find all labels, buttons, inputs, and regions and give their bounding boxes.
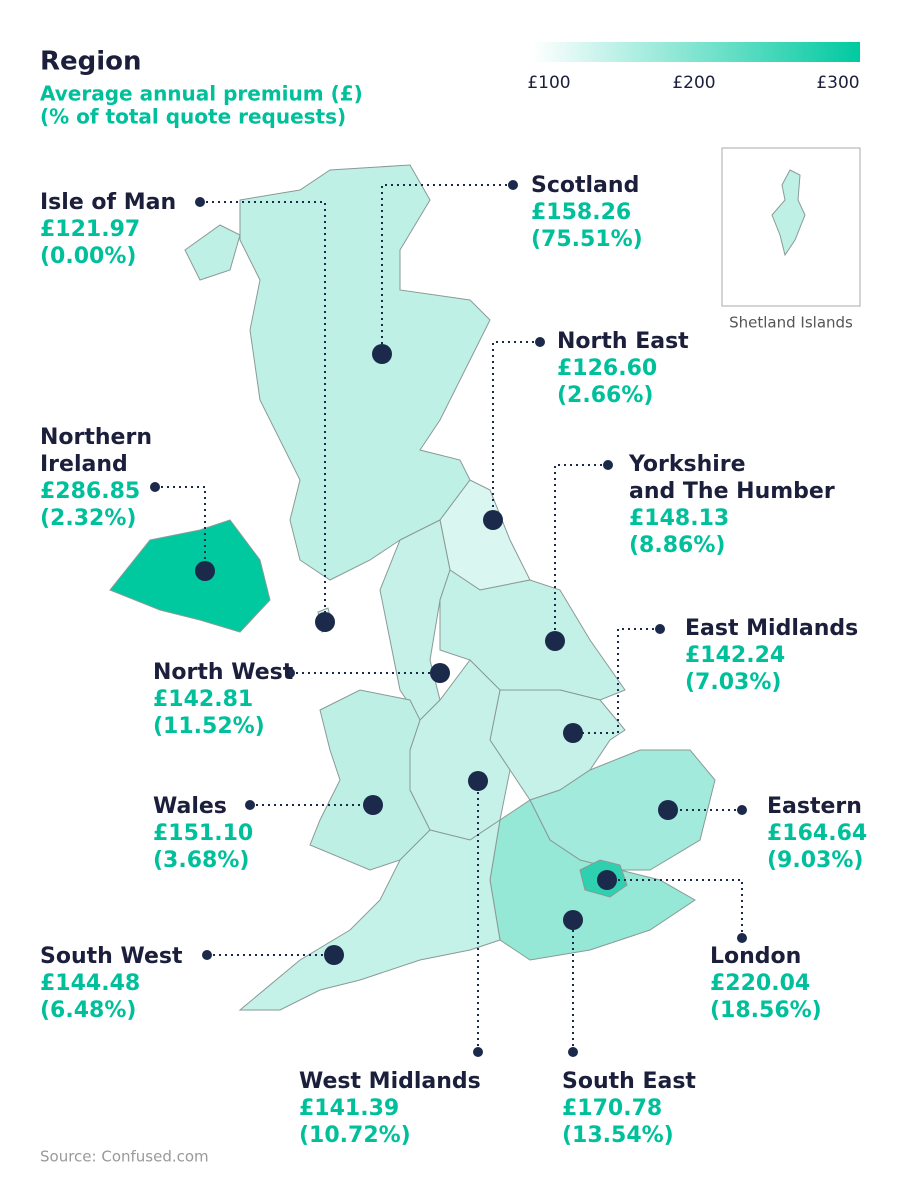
region-premium: £286.85 (40, 479, 140, 504)
region-share: (13.54%) (562, 1123, 674, 1148)
region-dot (372, 344, 392, 364)
region-name: Wales (153, 794, 227, 819)
region-name: North West (153, 660, 294, 685)
region-dot (545, 631, 565, 651)
region-name: South West (40, 944, 183, 969)
region-name: and The Humber (629, 479, 835, 504)
leader-dot (737, 805, 747, 815)
region-name: West Midlands (299, 1069, 481, 1094)
region-name: Scotland (531, 173, 639, 198)
dots (150, 180, 747, 1057)
subtitle: Average annual premium (£) (40, 82, 363, 106)
labels: Isle of Man£121.97(0.00%) Scotland£158.26… (40, 173, 867, 1148)
region-shape (184, 224, 241, 281)
region-share: (8.86%) (629, 533, 725, 558)
leader-dot (568, 1047, 578, 1057)
region-name: Northern (40, 425, 152, 450)
region-share: (18.56%) (710, 998, 822, 1023)
leader-dot (150, 482, 160, 492)
region-dot (363, 795, 383, 815)
region-shape (109, 519, 271, 633)
region-premium: £164.64 (767, 821, 867, 846)
leader-dot (195, 197, 205, 207)
region-share: (75.51%) (531, 227, 643, 252)
leader-dot (737, 933, 747, 943)
leader-dot (603, 460, 613, 470)
legend-gradient (532, 42, 860, 62)
region-premium: £220.04 (710, 971, 810, 996)
region-premium: £142.24 (685, 643, 785, 668)
inset-label: Shetland Islands (729, 314, 853, 332)
region-dot (430, 663, 450, 683)
region-name: Ireland (40, 452, 128, 477)
region-premium: £141.39 (299, 1096, 399, 1121)
region-share: (2.66%) (557, 383, 653, 408)
leader-dot (655, 624, 665, 634)
leader-dot (245, 800, 255, 810)
region-premium: £126.60 (557, 356, 657, 381)
region-premium: £121.97 (40, 217, 140, 242)
region-share: (10.72%) (299, 1123, 411, 1148)
subtitle: (% of total quote requests) (40, 105, 346, 129)
region-premium: £142.81 (153, 687, 253, 712)
region-dot (195, 561, 215, 581)
region-name: South East (562, 1069, 696, 1094)
region-premium: £148.13 (629, 506, 729, 531)
region-share: (11.52%) (153, 714, 265, 739)
region-name: Isle of Man (40, 190, 176, 215)
leader-dot (535, 337, 545, 347)
region-dot (597, 870, 617, 890)
region-dot (563, 723, 583, 743)
region-share: (3.68%) (153, 848, 249, 873)
leader-dot (473, 1047, 483, 1057)
region-dot (658, 800, 678, 820)
region-premium: £170.78 (562, 1096, 662, 1121)
region-share: (2.32%) (40, 506, 136, 531)
region-name: Yorkshire (628, 452, 746, 477)
legend-label: £200 (672, 73, 715, 93)
region-premium: £158.26 (531, 200, 631, 225)
region-dot (315, 612, 335, 632)
leaders (155, 184, 743, 1052)
inset-frame (721, 147, 861, 307)
region-share: (9.03%) (767, 848, 863, 873)
region-name: North East (557, 329, 689, 354)
title: Region (40, 47, 142, 77)
region-name: East Midlands (685, 616, 858, 641)
region-share: (0.00%) (40, 244, 136, 269)
region-name: London (710, 944, 801, 969)
source: Source: Confused.com (40, 1148, 209, 1166)
leader-dot (508, 180, 518, 190)
region-share: (6.48%) (40, 998, 136, 1023)
region-share: (7.03%) (685, 670, 781, 695)
leader-dot (285, 668, 295, 678)
region-dot (324, 945, 344, 965)
region-dot (563, 910, 583, 930)
region-dot (468, 771, 488, 791)
legend-label: £100 (527, 73, 570, 93)
legend-label: £300 (816, 73, 859, 93)
region-dot (483, 510, 503, 530)
leader-dot (202, 950, 212, 960)
map (109, 164, 716, 1011)
shetland-shape (771, 169, 806, 257)
region-premium: £144.48 (40, 971, 140, 996)
region-shape (238, 818, 501, 1011)
region-premium: £151.10 (153, 821, 253, 846)
region-name: Eastern (767, 794, 862, 819)
